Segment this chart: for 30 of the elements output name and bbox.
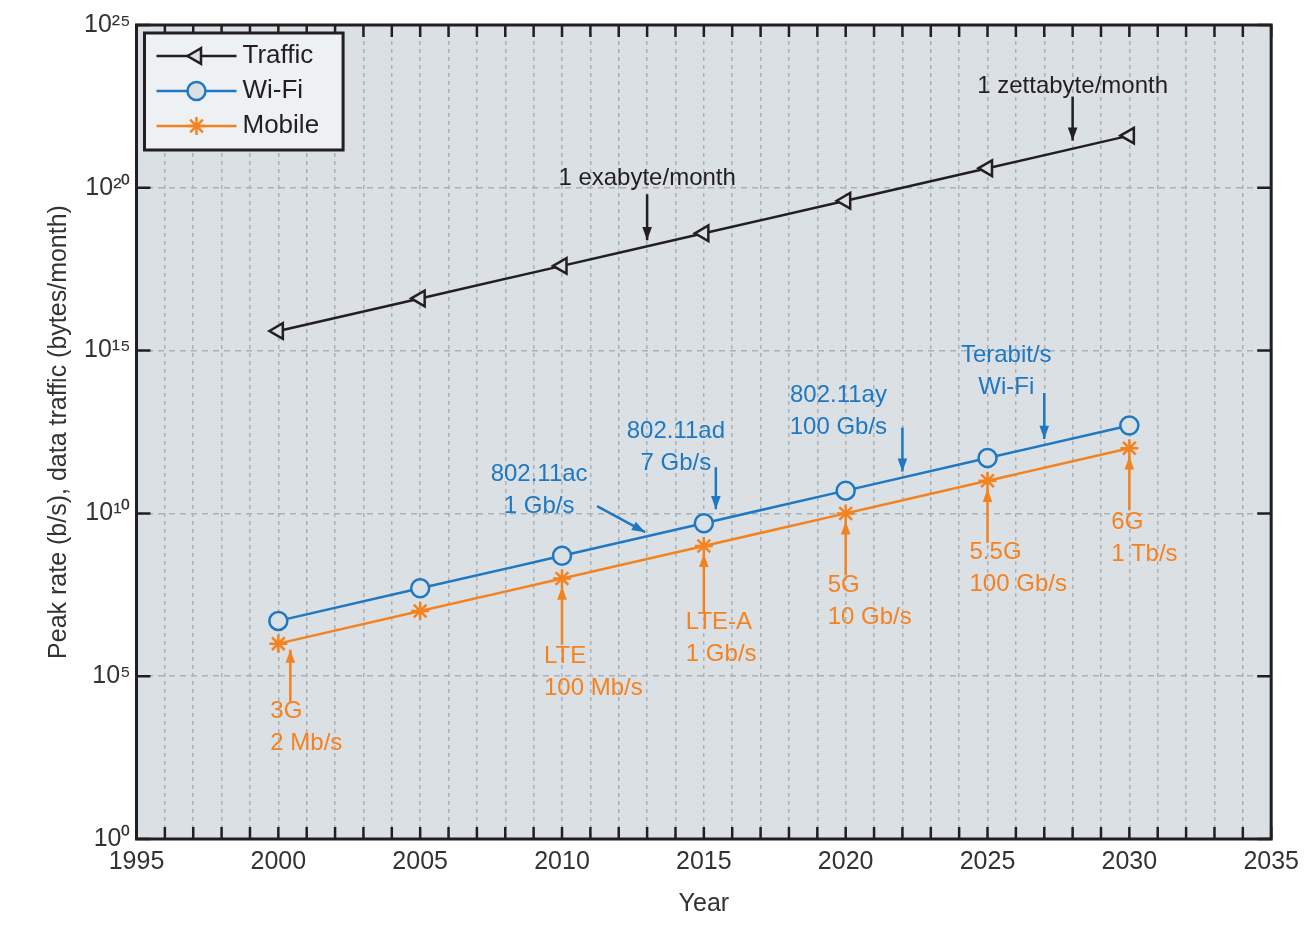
x-axis-title: Year [678,887,730,916]
x-tick-label: 2015 [676,845,732,874]
y-tick-label: 10²⁰ [85,171,131,200]
annotation: 5G 10 Gb/s [827,570,912,630]
y-tick-label: 10¹⁵ [84,334,131,363]
annotation: 1 exabyte/month [558,162,736,190]
annotation: 6G 1 Tb/s [1111,506,1178,566]
x-tick-label: 2000 [250,845,307,874]
annotation: 802.11ad 7 Gb/s [626,415,726,475]
annotation: Terabit/s Wi-Fi [960,339,1052,399]
y-tick-label: 10⁵ [92,660,131,689]
annotation: 802.11ay 100 Gb/s [789,380,888,440]
legend-label: Traffic [242,39,314,70]
x-tick-label: 2010 [534,845,590,874]
x-tick-label: 2020 [817,845,874,874]
legend-label: Wi-Fi [242,74,304,105]
annotation: 5.5G 100 Gb/s [969,537,1067,597]
x-tick-label: 2035 [1243,845,1299,874]
legend-label: Mobile [242,109,320,140]
y-axis-title: Peak rate (b/s), data traffic (bytes/month) [42,205,71,659]
x-tick-label: 2025 [959,845,1016,874]
x-tick-label: 2030 [1101,845,1158,874]
annotation: 3G 2 Mb/s [270,696,343,756]
annotation: 1 zettabyte/month [977,71,1169,99]
annotation: 802.11ac 1 Gb/s [490,458,588,518]
y-tick-label: 10¹⁰ [85,497,131,526]
x-tick-label: 2005 [392,845,448,874]
annotation: LTE-A 1 Gb/s [685,606,757,666]
y-tick-label: 10²⁵ [84,8,131,37]
annotation: LTE 100 Mb/s [544,641,643,701]
